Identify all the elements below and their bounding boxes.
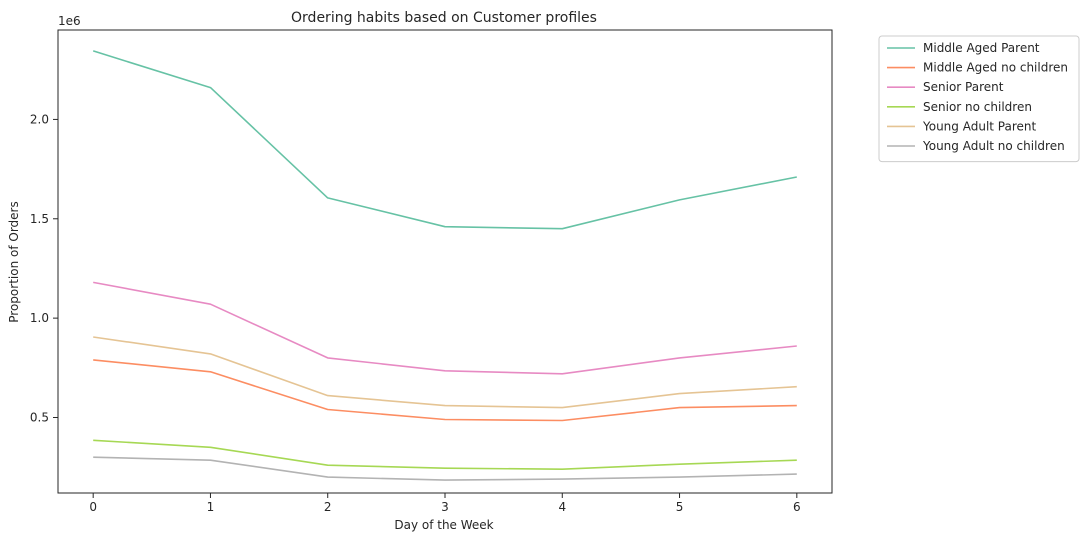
series-line-3: [93, 439, 797, 471]
x-tick-label: 6: [793, 500, 801, 514]
legend-label: Senior no children: [923, 100, 1032, 114]
legend-box: [878, 35, 1080, 163]
x-tick-label: 4: [558, 500, 566, 514]
x-tick-label: 1: [207, 500, 215, 514]
y-tick-label: 2.0: [30, 112, 49, 126]
x-axis-label: Day of the Week: [394, 518, 493, 532]
plot-area: 0 1 2 3 4 5 6 0.5 1.0 1.5 2.0: [30, 29, 833, 514]
series-line-2: [93, 281, 797, 375]
legend-label: Middle Aged no children: [923, 61, 1068, 75]
chart-title: Ordering habits based on Customer profil…: [291, 10, 597, 26]
series-line-0: [92, 50, 797, 230]
y-axis-label: Proportion of Orders: [7, 201, 21, 322]
x-tick-label: 2: [324, 500, 332, 514]
legend-label: Senior Parent: [923, 80, 1004, 94]
y-axis-offset-label: 1e6: [58, 14, 81, 28]
series-line-1: [93, 359, 797, 422]
y-tick-label: 1.5: [30, 212, 49, 226]
y-tick-label: 1.0: [30, 311, 49, 325]
x-tick-label: 0: [89, 500, 97, 514]
series-line-5: [93, 456, 797, 481]
x-tick-label: 5: [676, 500, 684, 514]
legend: Middle Aged Parent Middle Aged no childre…: [878, 35, 1080, 163]
series-line-4: [93, 336, 797, 409]
plot-frame: [57, 29, 833, 494]
x-tick-label: 3: [441, 500, 449, 514]
legend-label: Young Adult no children: [922, 139, 1065, 153]
legend-label: Young Adult Parent: [922, 119, 1037, 133]
y-tick-label: 0.5: [30, 410, 49, 424]
legend-label: Middle Aged Parent: [923, 41, 1040, 55]
